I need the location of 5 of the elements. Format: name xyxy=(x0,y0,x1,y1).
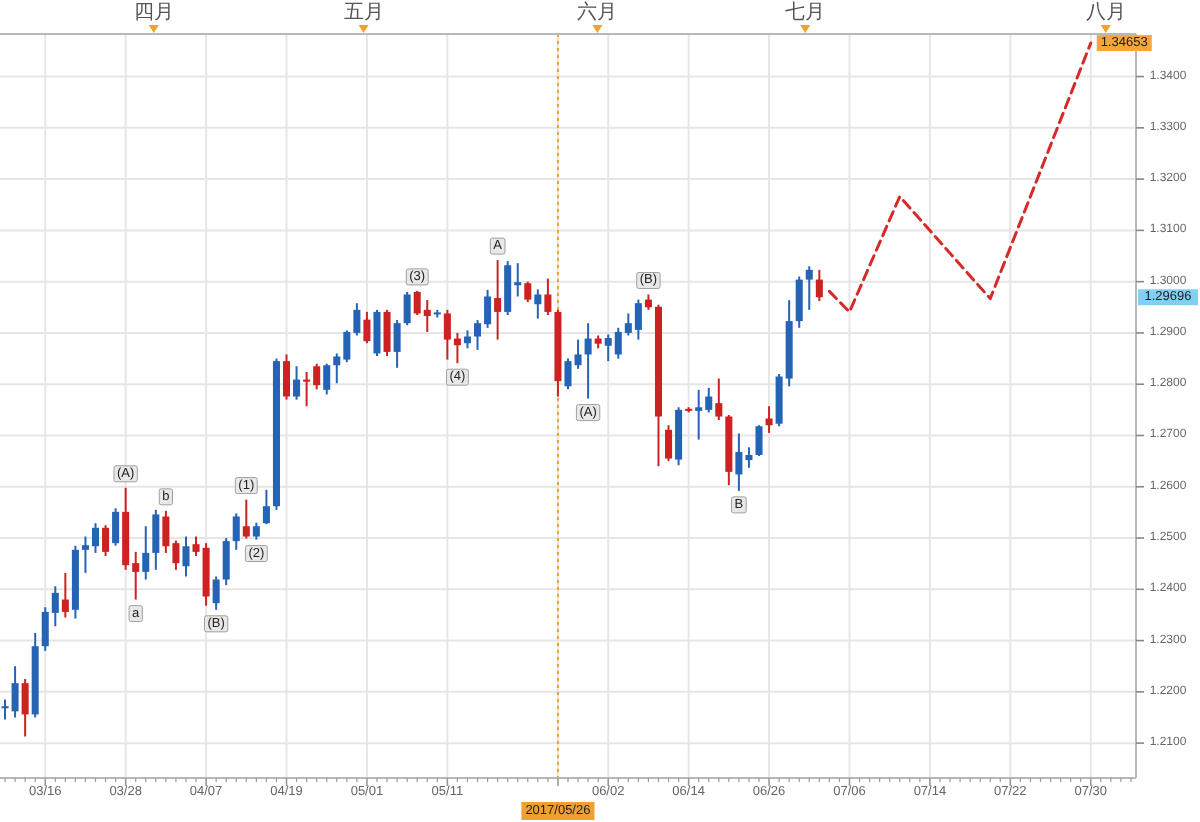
month-label: 五月 xyxy=(343,2,384,33)
month-label: 八月 xyxy=(1085,2,1126,33)
month-label: 四月 xyxy=(133,2,174,33)
month-label: 六月 xyxy=(577,2,618,33)
month-label: 七月 xyxy=(785,2,826,33)
